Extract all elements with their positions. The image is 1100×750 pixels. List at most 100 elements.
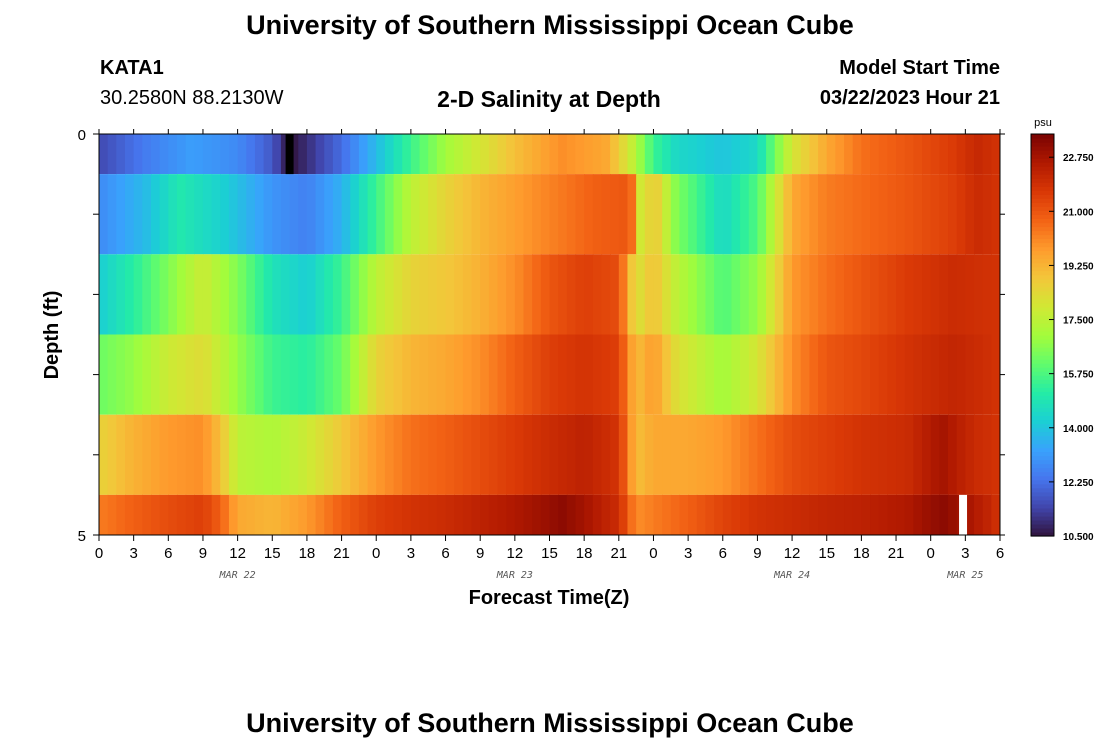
heatmap-cell — [679, 494, 689, 535]
heatmap-cell — [904, 134, 914, 175]
heatmap-cell — [480, 254, 490, 335]
heatmap-cell — [428, 254, 438, 335]
x-tick-label: 18 — [853, 545, 870, 562]
colorbar-unit: psu — [1034, 117, 1052, 129]
heatmap-cell — [965, 334, 975, 415]
heatmap-cell — [341, 134, 351, 175]
colorbar-segment — [1031, 391, 1054, 396]
heatmap-cell — [185, 174, 195, 255]
heatmap-cell — [497, 494, 507, 535]
colorbar-segment — [1031, 238, 1054, 244]
heatmap-cell — [341, 334, 351, 415]
heatmap-cell — [133, 494, 143, 535]
heatmap-cell — [566, 334, 577, 415]
heatmap-cell — [324, 494, 334, 535]
heatmap-cell — [870, 134, 880, 175]
heatmap-cell — [237, 334, 247, 415]
heatmap-cell — [913, 254, 923, 335]
date-label: MAR 23 — [496, 570, 533, 581]
heatmap-cell — [202, 334, 213, 415]
colorbar-segment — [1031, 182, 1054, 187]
heatmap-cell — [670, 174, 681, 255]
heatmap-cell — [176, 494, 187, 535]
heatmap-cell — [202, 494, 213, 535]
heatmap-cell — [930, 174, 940, 255]
x-tick-label: 6 — [164, 545, 172, 562]
colorbar-segment — [1031, 330, 1054, 336]
heatmap-cell — [358, 334, 369, 415]
heatmap-cell — [566, 174, 577, 255]
heatmap-cell — [168, 414, 178, 495]
colorbar-segment — [1031, 150, 1054, 155]
heatmap-cell — [150, 414, 161, 495]
heatmap-cell — [263, 134, 273, 175]
x-tick-label: 9 — [476, 545, 484, 562]
heatmap-cell — [826, 334, 836, 415]
heatmap-cell — [350, 254, 360, 335]
colorbar-segment — [1031, 214, 1054, 220]
heatmap-cell — [774, 334, 785, 415]
heatmap-cell — [627, 334, 637, 415]
colorbar-segment — [1031, 230, 1054, 236]
x-tick-label: 0 — [95, 545, 103, 562]
heatmap-cell — [610, 414, 620, 495]
heatmap-cell — [220, 134, 230, 175]
heatmap-cell — [445, 334, 455, 415]
heatmap-cell — [618, 414, 629, 495]
heatmap-cell — [116, 414, 126, 495]
heatmap-cell — [298, 414, 308, 495]
heatmap-cell — [142, 414, 152, 495]
heatmap-cell — [289, 174, 299, 255]
heatmap-cell — [774, 174, 785, 255]
colorbar-segment — [1031, 162, 1054, 167]
colorbar-segment — [1031, 527, 1054, 533]
heatmap-cell — [428, 414, 438, 495]
heatmap-cell — [809, 494, 819, 535]
heatmap-cell — [844, 134, 854, 175]
colorbar-segment — [1031, 519, 1054, 525]
heatmap-cell — [324, 334, 334, 415]
heatmap-cell — [471, 494, 481, 535]
heatmap-cell — [592, 414, 603, 495]
heatmap-cell — [367, 134, 377, 175]
heatmap-cell — [211, 174, 221, 255]
heatmap-cell — [237, 254, 247, 335]
heatmap-cell — [982, 494, 992, 535]
heatmap-cell — [722, 334, 733, 415]
colorbar-segment — [1031, 499, 1054, 505]
heatmap-cell — [748, 174, 759, 255]
heatmap-cell — [506, 334, 516, 415]
heatmap-cell — [176, 134, 187, 175]
colorbar-segment — [1031, 222, 1054, 228]
heatmap-cell — [168, 174, 178, 255]
colorbar-segment — [1031, 427, 1054, 433]
heatmap-cell — [246, 134, 256, 175]
heatmap-cell — [965, 174, 975, 255]
heatmap-cell — [922, 414, 932, 495]
colorbar-segment — [1031, 495, 1054, 501]
x-tick-label: 21 — [333, 545, 350, 562]
colorbar-segment — [1031, 246, 1054, 252]
heatmap-cell — [965, 414, 975, 495]
heatmap-cell — [445, 494, 455, 535]
heatmap-cell — [514, 134, 525, 175]
colorbar-tick-label: 12.250 — [1063, 478, 1094, 489]
colorbar-segment — [1031, 278, 1054, 284]
colorbar-segment — [1031, 158, 1054, 163]
heatmap-cell — [627, 254, 637, 335]
heatmap-cell — [861, 254, 871, 335]
heatmap-cell — [991, 134, 1000, 175]
heatmap-cell — [272, 254, 282, 335]
heatmap-cell — [428, 134, 438, 175]
heatmap-cell — [159, 174, 169, 255]
heatmap-cell — [740, 334, 750, 415]
colorbar-segment — [1031, 218, 1054, 224]
heatmap-cell — [974, 174, 984, 255]
heatmap-cell — [792, 134, 802, 175]
heatmap-cell — [974, 414, 984, 495]
heatmap-cell — [601, 134, 611, 175]
heatmap-cell — [471, 134, 481, 175]
colorbar-segment — [1031, 491, 1054, 497]
heatmap-cell — [670, 254, 681, 335]
heatmap-cell — [315, 254, 325, 335]
